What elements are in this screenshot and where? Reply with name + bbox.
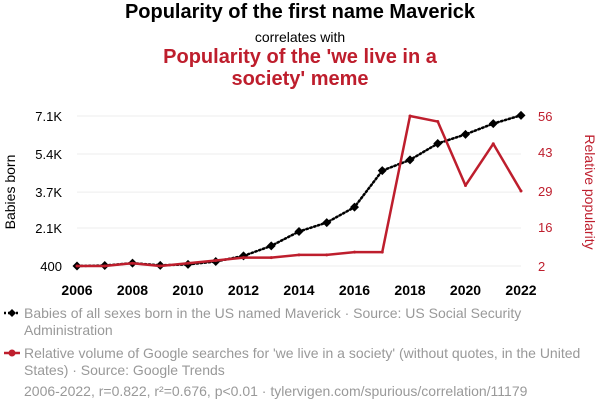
chart-subtitle: correlates with bbox=[254, 29, 346, 45]
x-tick-label: 2022 bbox=[505, 282, 536, 298]
data-point-google bbox=[491, 142, 495, 146]
data-point-babies bbox=[377, 166, 387, 176]
chart-title: Popularity of the first name Maverick bbox=[124, 1, 476, 23]
gridlines bbox=[77, 115, 521, 267]
data-point-google bbox=[131, 261, 134, 265]
left-axis-label: Babies born bbox=[2, 155, 18, 230]
legend-label-google: Relative volume of Google searches for '… bbox=[24, 345, 581, 378]
x-tick-label: 2012 bbox=[228, 282, 259, 298]
data-point-babies bbox=[266, 241, 276, 251]
x-tick-label: 2010 bbox=[172, 282, 203, 298]
series-google-searches bbox=[75, 114, 523, 268]
data-point-google bbox=[269, 256, 273, 260]
x-tick-label: 2018 bbox=[394, 282, 425, 298]
series-babies bbox=[72, 110, 526, 271]
right-tick-label: 16 bbox=[538, 220, 552, 235]
data-point-google bbox=[325, 253, 329, 257]
data-point-babies bbox=[322, 218, 332, 228]
data-point-babies bbox=[350, 202, 359, 212]
data-point-google bbox=[464, 183, 467, 187]
data-point-google bbox=[353, 250, 356, 254]
data-point-google bbox=[186, 261, 190, 265]
legend-label-babies: Babies of all sexes born in the US named… bbox=[24, 305, 522, 338]
legend-dotted-line-icon bbox=[4, 309, 20, 317]
data-point-google bbox=[519, 189, 523, 193]
data-point-google bbox=[436, 120, 440, 124]
data-point-google bbox=[380, 250, 384, 254]
x-tick-label: 2020 bbox=[450, 282, 481, 298]
x-tick-label: 2016 bbox=[339, 282, 370, 298]
data-point-babies bbox=[516, 110, 526, 120]
data-point-babies bbox=[239, 251, 248, 261]
data-point-google bbox=[103, 264, 107, 268]
right-tick-label: 56 bbox=[538, 109, 552, 124]
series-line-babies bbox=[75, 114, 523, 268]
right-tick-label: 29 bbox=[538, 184, 552, 199]
right-tick-label: 2 bbox=[538, 259, 545, 274]
legend-solid-line-icon bbox=[4, 349, 20, 357]
data-point-babies bbox=[405, 155, 415, 165]
right-axis-label: Relative popularity bbox=[582, 134, 598, 249]
data-point-google bbox=[242, 256, 245, 260]
left-tick-label: 7.1K bbox=[35, 109, 62, 124]
data-point-google bbox=[214, 258, 218, 262]
left-tick-label: 3.7K bbox=[35, 185, 62, 200]
data-point-google bbox=[297, 253, 301, 257]
right-tick-label: 43 bbox=[538, 145, 552, 160]
data-point-babies bbox=[461, 129, 470, 139]
x-tick-label: 2006 bbox=[61, 282, 92, 298]
data-point-babies bbox=[488, 119, 498, 129]
left-tick-label: 5.4K bbox=[35, 147, 62, 162]
data-point-google bbox=[75, 264, 79, 268]
right-axis-ticks: 2 16 29 43 56 bbox=[538, 109, 552, 274]
left-axis-ticks: 400 2.1K 3.7K 5.4K 7.1K bbox=[35, 109, 62, 274]
chart-title-secondary: Popularity of the 'we live in a society'… bbox=[163, 46, 437, 90]
data-point-babies bbox=[433, 139, 443, 149]
left-tick-label: 400 bbox=[40, 259, 62, 274]
data-point-google bbox=[408, 114, 412, 118]
data-point-google bbox=[158, 264, 162, 268]
footer-stats: 2006-2022, r=0.822, r²=0.676, p<0.01 · t… bbox=[24, 383, 528, 399]
x-tick-label: 2008 bbox=[117, 282, 148, 298]
x-axis-ticks: 2006 2008 2010 2012 2014 2016 2018 2020 2022 bbox=[61, 282, 536, 298]
left-tick-label: 2.1K bbox=[35, 221, 62, 236]
data-point-babies bbox=[294, 227, 304, 237]
x-tick-label: 2014 bbox=[283, 282, 314, 298]
